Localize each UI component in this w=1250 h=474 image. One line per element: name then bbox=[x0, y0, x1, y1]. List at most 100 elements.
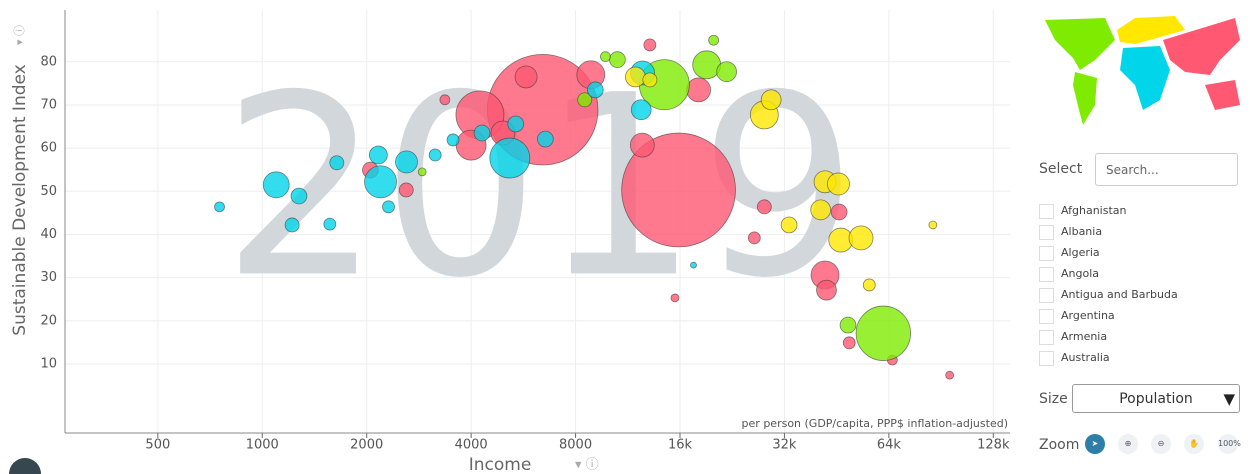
bubble bbox=[855, 305, 912, 361]
zoom-reset[interactable]: 100% bbox=[1218, 434, 1241, 454]
y-tick-label: 10 bbox=[40, 356, 57, 371]
country-item[interactable]: Afghanistan bbox=[1039, 202, 1126, 220]
size-label: Size bbox=[1039, 391, 1068, 407]
country-name: Angola bbox=[1061, 267, 1100, 280]
bubble bbox=[670, 293, 680, 303]
bubble bbox=[364, 165, 397, 199]
y-tick-label: 30 bbox=[40, 270, 57, 285]
bubble bbox=[760, 89, 782, 111]
zoom-out[interactable]: ⊖ bbox=[1151, 434, 1171, 454]
zoom-in[interactable]: ⊕ bbox=[1118, 434, 1138, 454]
x-axis-icons[interactable]: ▾ ⓘ bbox=[575, 458, 599, 473]
checkbox[interactable] bbox=[1039, 350, 1054, 366]
side-panel: Select Search... Afghanistan Albania Alger… bbox=[1025, 0, 1250, 474]
bubble bbox=[428, 148, 442, 162]
country-item[interactable]: Albania bbox=[1039, 223, 1102, 241]
bubble bbox=[417, 167, 427, 177]
bubble bbox=[621, 132, 736, 248]
country-item[interactable]: Argentina bbox=[1039, 307, 1115, 325]
size-value: Population bbox=[1119, 391, 1193, 407]
corner-button[interactable] bbox=[9, 458, 41, 474]
bubble bbox=[290, 187, 308, 205]
bubble bbox=[690, 261, 697, 269]
country-item[interactable]: Armenia bbox=[1039, 328, 1107, 346]
bubble bbox=[577, 92, 593, 108]
bubble bbox=[780, 216, 798, 234]
checkbox[interactable] bbox=[1039, 329, 1054, 345]
country-item[interactable]: Angola bbox=[1039, 265, 1099, 283]
bubble bbox=[507, 115, 525, 133]
size-dropdown[interactable]: Population ▼ bbox=[1072, 384, 1240, 413]
y-tick-label: 60 bbox=[40, 141, 57, 156]
country-name: Algeria bbox=[1061, 246, 1100, 259]
select-label: Select bbox=[1039, 161, 1083, 177]
bubble bbox=[323, 217, 337, 231]
country-name: Albania bbox=[1061, 225, 1103, 238]
bubble bbox=[842, 336, 856, 350]
bubble bbox=[329, 155, 345, 171]
x-axis-note: per person (GDP/capita, PPP$ inflation-a… bbox=[742, 417, 1008, 430]
y-axis-title[interactable]: Sustainable Development Index bbox=[10, 64, 30, 335]
country-name: Afghanistan bbox=[1061, 204, 1127, 217]
y-tick-label: 20 bbox=[40, 313, 57, 328]
bubble bbox=[382, 200, 395, 214]
y-tick-label: 40 bbox=[40, 227, 57, 242]
bubble bbox=[830, 203, 848, 221]
bubble bbox=[810, 199, 832, 221]
bubble bbox=[625, 66, 646, 88]
bubble bbox=[368, 145, 388, 165]
search-box[interactable]: Search... bbox=[1095, 153, 1238, 186]
country-item[interactable]: Antigua and Barbuda bbox=[1039, 286, 1178, 304]
x-tick-label: 16k bbox=[668, 438, 693, 453]
x-tick-label: 2000 bbox=[350, 438, 383, 453]
bubble bbox=[816, 279, 837, 301]
country-name: Argentina bbox=[1061, 309, 1115, 322]
x-tick-label: 1000 bbox=[246, 438, 279, 453]
bubble bbox=[747, 231, 761, 245]
country-item[interactable]: Australia bbox=[1039, 349, 1110, 367]
x-tick-label: 500 bbox=[145, 438, 170, 453]
checkbox[interactable] bbox=[1039, 287, 1054, 303]
country-name: Armenia bbox=[1061, 330, 1108, 343]
bubble bbox=[514, 65, 538, 89]
y-tick-label: 70 bbox=[40, 97, 57, 112]
checkbox[interactable] bbox=[1039, 308, 1054, 324]
bubble bbox=[262, 171, 290, 199]
x-axis-title[interactable]: Income bbox=[469, 455, 532, 474]
bubble bbox=[630, 99, 652, 121]
bubble bbox=[214, 201, 225, 213]
region-map[interactable] bbox=[1035, 10, 1245, 130]
x-tick-label: 4000 bbox=[455, 438, 488, 453]
country-item[interactable]: Algeria bbox=[1039, 244, 1100, 262]
bubble bbox=[473, 124, 491, 142]
bubble bbox=[827, 172, 850, 196]
zoom-pan[interactable]: ✋ bbox=[1184, 434, 1204, 454]
bubble bbox=[446, 133, 460, 147]
checkbox[interactable] bbox=[1039, 266, 1054, 282]
bubble bbox=[586, 81, 604, 99]
country-name: Australia bbox=[1061, 351, 1110, 364]
x-tick-label: 128k bbox=[977, 438, 1010, 453]
bubble bbox=[862, 278, 876, 292]
country-name: Antigua and Barbuda bbox=[1061, 288, 1178, 301]
y-tick-label: 80 bbox=[40, 54, 57, 69]
checkbox[interactable] bbox=[1039, 245, 1054, 261]
bubble bbox=[284, 217, 300, 233]
bubble bbox=[839, 316, 857, 334]
bubble bbox=[643, 38, 657, 52]
bubble bbox=[708, 34, 719, 46]
bubble bbox=[848, 225, 874, 251]
bubble bbox=[756, 199, 772, 215]
bubble bbox=[642, 72, 658, 88]
bubble bbox=[928, 220, 938, 230]
zoom-pointer[interactable]: ➤ bbox=[1085, 434, 1105, 454]
y-axis-icons[interactable]: ▾ ⓘ bbox=[13, 25, 26, 45]
x-tick-label: 32k bbox=[772, 438, 797, 453]
bubble bbox=[716, 61, 737, 83]
checkbox[interactable] bbox=[1039, 224, 1054, 240]
checkbox[interactable] bbox=[1039, 203, 1054, 219]
bubble bbox=[629, 132, 655, 158]
bubble bbox=[945, 370, 955, 380]
bubble bbox=[537, 130, 554, 148]
x-tick-label: 64k bbox=[877, 438, 902, 453]
